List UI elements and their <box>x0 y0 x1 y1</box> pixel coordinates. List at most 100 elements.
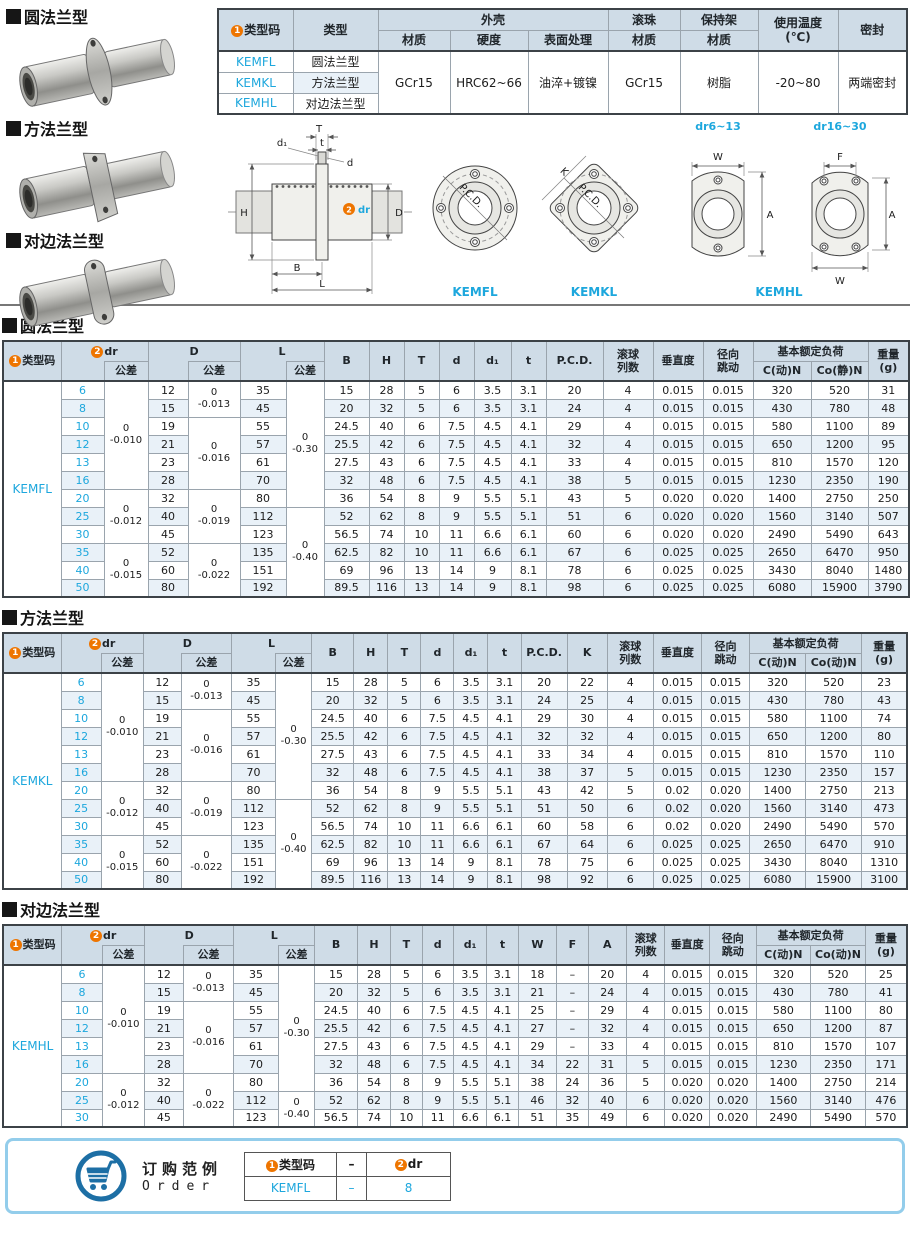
table-cell: 0.015 <box>702 434 754 454</box>
table-cell: 0.015 <box>700 762 751 782</box>
table-cell: 23 <box>142 744 182 764</box>
table-row: KEMFL 圆法兰型 GCr15 HRC62~66 油淬+镀镍 GCr15 树脂… <box>217 50 908 115</box>
badge-1: 1 <box>231 24 244 37</box>
product-photo-opposite <box>19 258 175 327</box>
table-cell: 6470 <box>810 542 869 562</box>
table-cell: 50 <box>60 578 105 598</box>
table-cell: 21 <box>142 726 182 746</box>
table-cell: 20 <box>311 690 355 710</box>
column-header: 2 dr <box>60 340 149 361</box>
table-cell: 0.020 <box>702 506 754 526</box>
table-cell: 15 <box>144 982 184 1002</box>
order-title: 订购范例 Order <box>142 1158 222 1194</box>
table-cell: 8.1 <box>487 852 522 872</box>
table-cell: – <box>556 982 589 1002</box>
table-row: 35 0 -0.015 52 0 -0.022 135 62.5 82 10 11 6.6 6.1 6… <box>3 542 910 598</box>
table-cell: 6 <box>421 982 454 1002</box>
table-cell: 157 <box>861 762 908 782</box>
table-cell: 5 <box>390 964 423 984</box>
table-cell: 对边法兰型 <box>292 92 379 115</box>
table-cell: 5.1 <box>510 488 547 508</box>
table-cell: 7.5 <box>421 1054 454 1074</box>
table-cell: 430 <box>755 982 812 1002</box>
table-cell: 11 <box>438 542 475 562</box>
table-row: 12 21 57 25.5 42 6 7.5 4.5 4.1 27–32 4 0.015 0.015 65… <box>3 1018 908 1038</box>
table-cell: 476 <box>864 1090 908 1110</box>
table-cell: 5.1 <box>487 780 522 800</box>
table-cell: 36 <box>314 1072 358 1092</box>
table-cell: 28 <box>142 762 182 782</box>
table-cell: 7.5 <box>438 434 475 454</box>
table-cell: 4.5 <box>473 434 512 454</box>
column-header-temp: 使用温度 (℃) <box>757 8 839 52</box>
type-code-cell: KEMKL <box>217 71 294 94</box>
table-cell: 13 <box>61 1036 103 1056</box>
table-cell: 14 <box>438 578 475 598</box>
column-header-type: 类型 <box>292 8 379 52</box>
table-cell: 7.5 <box>421 1000 454 1020</box>
table-cell: 50 <box>566 798 608 818</box>
table-cell: 320 <box>755 964 812 984</box>
table-cell: 30 <box>61 1108 103 1128</box>
table-cell: 5 <box>602 470 654 490</box>
order-col-type-code: 1 类型码 <box>244 1151 338 1177</box>
table-cell: 40 <box>356 1000 392 1020</box>
table-cell: 6 <box>390 1000 423 1020</box>
table-cell: 0.015 <box>652 380 704 400</box>
table-cell: 7.5 <box>420 726 455 746</box>
range-label-large: dr16~30 <box>813 120 866 133</box>
table-cell: 38 <box>517 1072 558 1092</box>
table-cell: 171 <box>864 1054 908 1074</box>
table-cell: 13 <box>60 744 102 764</box>
table-cell: 0 -0.013 <box>182 964 235 1002</box>
table-cell: 95 <box>867 434 910 454</box>
table-cell: 43 <box>356 1036 392 1056</box>
dim-label-H: H <box>240 208 248 219</box>
table-cell: 5.1 <box>486 1090 519 1110</box>
column-header-cage: 保持架 <box>679 8 759 31</box>
table-cell: 31 <box>587 1054 627 1074</box>
badge-2: 2 <box>394 1159 407 1171</box>
table-cell: 4.1 <box>486 1000 519 1020</box>
table-cell: 55 <box>230 708 277 728</box>
table-cell: 62.5 <box>323 542 370 562</box>
table-cell: 0.020 <box>708 1108 757 1128</box>
table-cell: 6470 <box>805 834 863 854</box>
table-cell: 0.015 <box>700 726 751 746</box>
table-cell: 46 <box>517 1090 558 1110</box>
table-cell: 7.5 <box>438 452 475 472</box>
table-cell: 43 <box>368 452 405 472</box>
table-cell: 78 <box>520 852 568 872</box>
badge-2: 2 <box>90 929 103 942</box>
table-cell: 27.5 <box>314 1036 358 1056</box>
table-row: 35 0 -0.015 52 0 -0.022 135 62.5 82 10 11 6.6 6.1 6… <box>3 834 908 890</box>
table-cell: 43 <box>545 488 604 508</box>
table-cell: 2750 <box>810 488 869 508</box>
table-cell: 10 <box>403 524 440 544</box>
table-cell: 0 -0.010 <box>100 672 144 782</box>
table-cell: 810 <box>752 452 812 472</box>
table-cell: 35 <box>60 834 102 854</box>
table-cell: 20 <box>587 964 627 984</box>
table-cell: 3.1 <box>510 380 547 400</box>
table-cell: 4 <box>606 672 654 692</box>
order-value-dr: 8 <box>366 1175 452 1201</box>
table-cell: 67 <box>545 542 604 562</box>
table-cell: 8 <box>390 1090 423 1110</box>
table-cell: 0.015 <box>664 1036 710 1056</box>
table-cell: 0.020 <box>702 488 754 508</box>
table-cell: 37 <box>566 762 608 782</box>
table-cell: 0.015 <box>652 744 702 764</box>
table-cell: 18 <box>517 964 558 984</box>
table-cell: 32 <box>368 398 405 418</box>
column-header: D <box>147 340 241 361</box>
table-cell: 0.02 <box>652 780 702 800</box>
badge-2-drawing <box>343 203 355 215</box>
table-cell: 430 <box>752 398 812 418</box>
table-cell: 32 <box>520 726 568 746</box>
section-title: 对边法兰型 <box>2 897 908 921</box>
table-cell: 0 -0.30 <box>277 964 316 1092</box>
product-title-text: 方法兰型 <box>24 120 89 139</box>
